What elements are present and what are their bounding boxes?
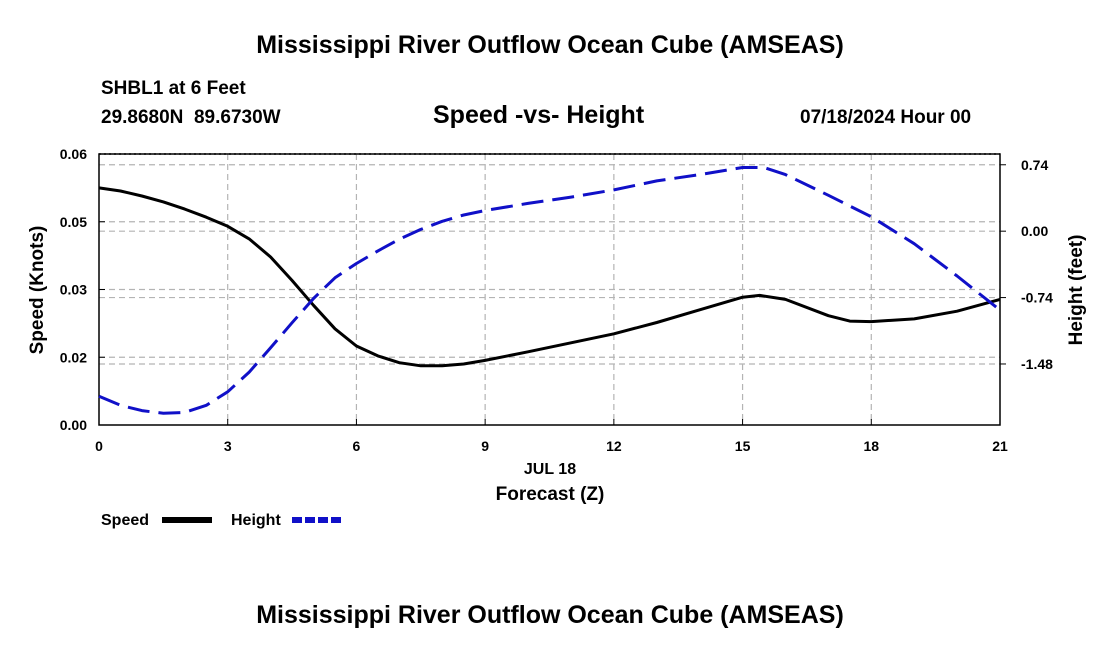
y-tick-label: 0.02 [60,349,87,365]
y-tick-label: 0.05 [60,214,87,230]
x-tick-label: 12 [606,438,622,454]
y-axis-label: Speed (Knots) [27,226,48,355]
gridlines [99,153,1000,425]
speed-series-line [98,186,1001,368]
legend: Speed Height [101,512,342,529]
x-tick-label: 3 [224,438,232,454]
x-date-label: JUL 18 [524,461,576,478]
y2-tick-label: 0.74 [1021,157,1048,173]
x-tick-label: 15 [735,438,751,454]
page-title: Mississippi River Outflow Ocean Cube (AM… [256,31,844,59]
chart-title: Speed -vs- Height [433,101,645,129]
x-tick-label: 0 [95,438,103,454]
x-axis-label: Forecast (Z) [496,484,605,505]
y-tick-label: 0.00 [60,417,87,433]
y2-axis-label: Height (feet) [1066,235,1087,346]
y2-tick-label: -0.74 [1021,290,1053,306]
x-tick-label: 9 [481,438,489,454]
forecast-datetime: 07/18/2024 Hour 00 [800,107,972,128]
coordinates-label: 29.8680N 89.6730W [101,107,281,128]
y-tick-label: 0.06 [60,146,87,162]
x-tick-label: 18 [863,438,879,454]
station-label: SHBL1 at 6 Feet [101,78,246,99]
footer-title: Mississippi River Outflow Ocean Cube (AM… [256,601,844,629]
y-tick-label: 0.03 [60,282,87,298]
x-tick-label: 21 [992,438,1008,454]
legend-speed-label: Speed [101,512,149,529]
y2-tick-label: -1.48 [1021,356,1053,372]
legend-height-label: Height [231,512,281,529]
height-series-line [98,166,1001,415]
x-tick-label: 6 [353,438,361,454]
y2-tick-label: 0.00 [1021,223,1048,239]
